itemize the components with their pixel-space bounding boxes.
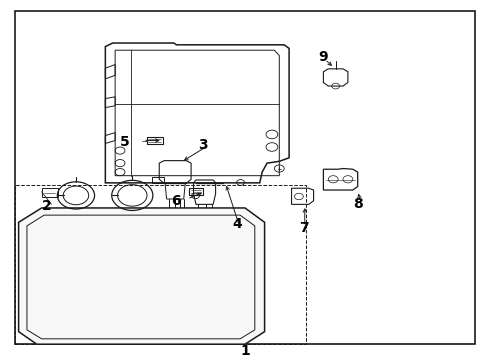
Text: 8: 8 [353, 197, 363, 211]
Text: 5: 5 [120, 135, 130, 149]
Text: 4: 4 [233, 217, 243, 231]
Text: 2: 2 [42, 199, 51, 213]
Polygon shape [19, 208, 265, 344]
Text: 6: 6 [172, 194, 181, 208]
Text: 1: 1 [240, 345, 250, 358]
Bar [15, 185, 306, 344]
Text: 7: 7 [299, 221, 309, 235]
Text: 9: 9 [318, 50, 328, 64]
Text: 3: 3 [198, 138, 208, 152]
